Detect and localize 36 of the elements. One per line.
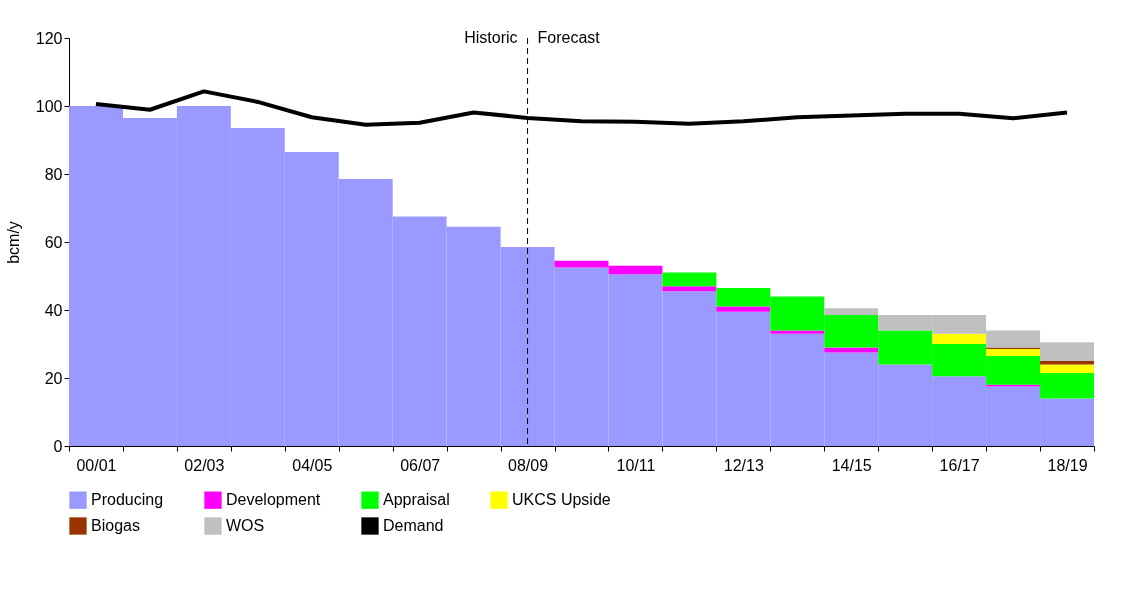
x-tick-label: 12/13 <box>723 456 764 474</box>
legend-label: Biogas <box>91 517 140 534</box>
y-tick-label: 120 <box>35 29 63 47</box>
y-tick-label: 20 <box>44 369 63 387</box>
bar <box>824 308 879 316</box>
y-tick-label: 40 <box>44 301 63 319</box>
bar <box>932 333 987 344</box>
x-tick-label: 08/09 <box>508 456 549 474</box>
y-axis-title: bcm/y <box>4 221 22 264</box>
y-tick-label: 0 <box>53 437 63 455</box>
annotation: Forecast <box>537 29 601 46</box>
bar <box>770 330 825 334</box>
legend-label: Producing <box>91 491 164 509</box>
bar <box>824 347 879 353</box>
y-tick-label: 60 <box>44 233 63 251</box>
legend-label: WOS <box>226 517 265 534</box>
y-tick-label: 80 <box>44 165 63 183</box>
legend-label: Appraisal <box>383 491 450 509</box>
annotation: Historic <box>464 29 518 46</box>
x-tick-label: 04/05 <box>292 456 333 474</box>
x-tick-label: 06/07 <box>400 456 441 474</box>
bar <box>662 286 717 292</box>
bar <box>662 272 717 287</box>
x-tick-label: 16/17 <box>939 456 980 474</box>
bar <box>986 349 1041 356</box>
bar <box>716 306 771 312</box>
x-tick-label: 02/03 <box>184 456 225 474</box>
x-tick-label: 00/01 <box>76 456 117 474</box>
y-tick-label: 100 <box>35 97 63 115</box>
bar <box>1040 364 1094 373</box>
legend-label: UKCS Upside <box>512 491 611 509</box>
legend-label: Development <box>226 491 321 509</box>
x-tick-label: 14/15 <box>831 456 872 474</box>
x-tick-label: 18/19 <box>1047 456 1088 474</box>
legend-label: Demand <box>383 517 444 534</box>
x-tick-label: 10/11 <box>616 456 656 474</box>
